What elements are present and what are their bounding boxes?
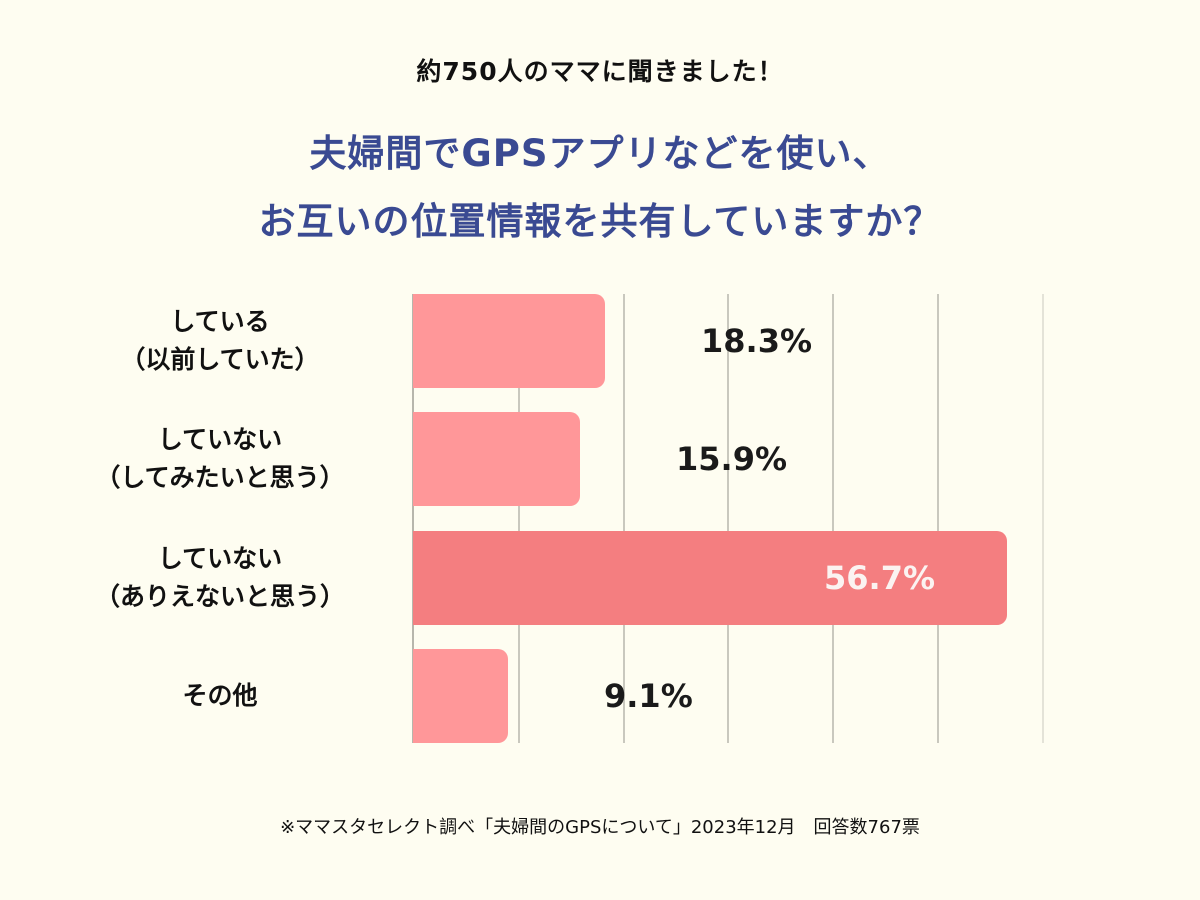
gridline bbox=[623, 294, 625, 743]
chart-title-line-1: 夫婦間でGPSアプリなどを使い、 bbox=[309, 132, 891, 175]
category-label-line: していない bbox=[157, 544, 283, 573]
gridline bbox=[518, 294, 520, 743]
category-label-line: （以前していた） bbox=[120, 345, 320, 374]
category-label: していない （ありえないと思う） bbox=[40, 540, 400, 616]
category-label-line: （ありえないと思う） bbox=[94, 582, 345, 611]
category-label-line: その他 bbox=[182, 681, 258, 710]
chart-title-line-2: お互いの位置情報を共有していますか？ bbox=[258, 200, 942, 243]
source-footnote: ※ママスタセレクト調べ「夫婦間のGPSについて」2023年12月 回答数767票 bbox=[280, 817, 920, 838]
bar bbox=[413, 412, 580, 506]
chart-subtitle: 約750人のママに聞きました！ bbox=[416, 57, 784, 86]
category-label: していない （してみたいと思う） bbox=[40, 421, 400, 497]
bar bbox=[413, 531, 1007, 625]
gridline bbox=[1042, 294, 1044, 743]
category-label-line: （してみたいと思う） bbox=[95, 463, 345, 492]
bar-value-label: 56.7% bbox=[824, 559, 936, 597]
bar bbox=[413, 294, 605, 388]
bar bbox=[413, 649, 508, 743]
gridline bbox=[832, 294, 834, 743]
category-label: その他 bbox=[40, 677, 400, 715]
bar-value-label: 9.1% bbox=[604, 677, 693, 715]
gridline bbox=[937, 294, 939, 743]
bar-value-label: 15.9% bbox=[676, 440, 788, 478]
category-label-line: している bbox=[170, 307, 270, 336]
chart-title: 夫婦間でGPSアプリなどを使い、 お互いの位置情報を共有していますか？ bbox=[0, 120, 1200, 256]
bar-value-label: 18.3% bbox=[701, 322, 813, 360]
category-label: している （以前していた） bbox=[40, 303, 400, 379]
gridline bbox=[727, 294, 729, 743]
category-label-line: していない bbox=[157, 425, 283, 454]
chart-axis-line bbox=[412, 294, 414, 743]
